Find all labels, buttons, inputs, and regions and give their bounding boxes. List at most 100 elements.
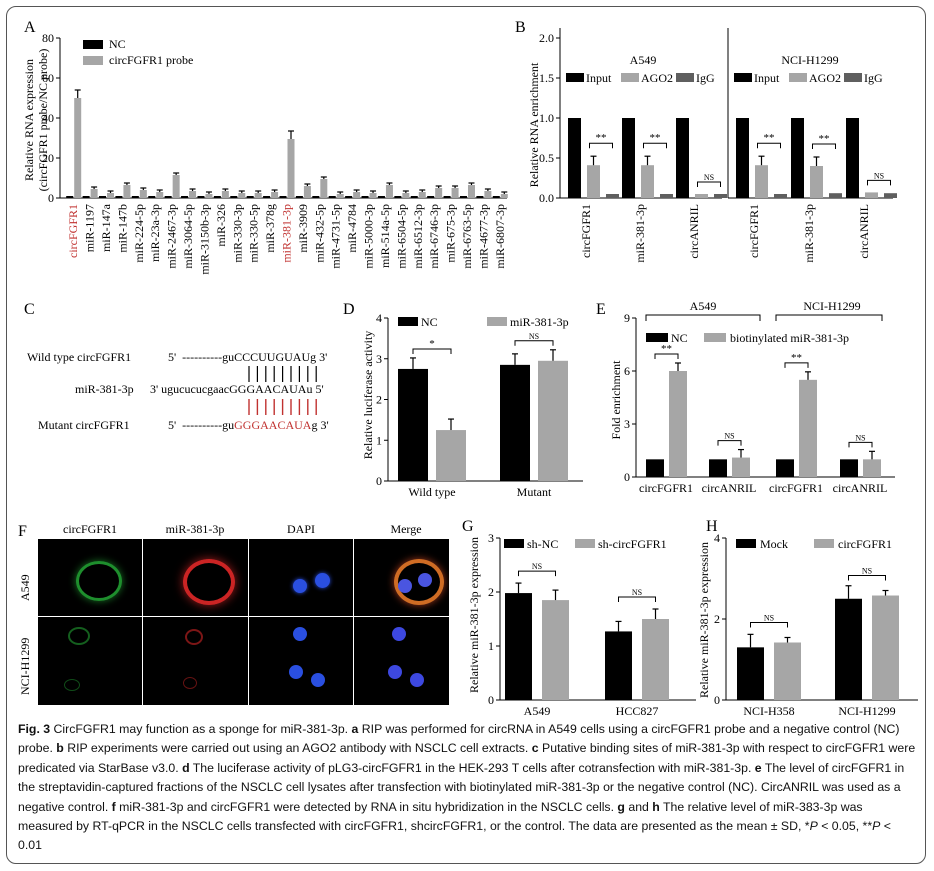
caption-key-a: a [351,722,359,736]
bar-e-nc [709,459,727,477]
bar-d-nc [398,368,428,481]
bar-a-nc [312,196,320,198]
caption-key-g: g [617,799,625,814]
bar-h-mock [835,598,862,700]
legend-swatch-b [566,73,584,82]
panel-letter-b: B [515,19,526,36]
legend-label-mock: Mock [760,537,788,551]
bar-g-shcirc [542,600,569,700]
tick-label-b: circFGFR1 [747,204,761,258]
sig-e-label: ** [661,343,672,355]
row-label-h1299: NCI-H1299 [18,637,32,695]
legend-swatch-nc-e [646,333,668,342]
panel-a-ytick-label: 80 [42,31,54,45]
panel-e-group-h1299: NCI-H1299 [803,299,860,313]
bar-b [568,118,581,198]
legend-label-nc-d: NC [421,315,438,329]
tick-label-a: miR-6512-3p [411,204,425,269]
tick-label-a: miR-3909 [296,204,310,253]
bar-a-probe [205,194,213,198]
mut-pairing-lines [248,399,317,415]
legend-swatch-biotin-e [704,333,726,342]
micrograph-h1299-mir381 [143,617,248,705]
bar-a-nc [361,196,369,198]
tick-label-a: miR-6746-3p [427,204,441,269]
panel-g-ytick-label: 1 [488,639,494,653]
tick-label-e: circFGFR1 [769,481,823,495]
legend-label-shnc: sh-NC [527,537,558,551]
bar-a-probe [74,98,82,198]
bar-a-nc [345,196,353,198]
sig-b-bracket [643,142,667,149]
tick-label-a: miR-3064-5p [181,204,195,269]
bar-a-nc [492,196,500,198]
panel-a-ylabel-1: Relative RNA expression [22,59,36,181]
panel-letter-g: G [462,518,474,535]
panel-g-ytick-label: 0 [488,693,494,707]
row-label-a549: A549 [18,574,32,601]
sig-e-bracket [848,441,873,448]
bar-a-nc [263,196,271,198]
legend-swatch-circfgfr1-h [814,539,834,548]
tick-label-a: miR-6763-5p [460,204,474,269]
tick-label-a: miR-432-5p [312,204,326,263]
micrograph-a549-circfgfr1 [38,539,142,616]
legend-swatch-mock [736,539,756,548]
bar-a-probe [320,179,328,198]
sig-b-label: ** [596,132,607,144]
panel-g-ytick-label: 2 [488,585,494,599]
tick-label-a: miR-330-3p [230,204,244,263]
micrograph-h1299-circfgfr1 [38,617,142,705]
bar-a-probe [451,188,459,198]
sig-b-label: ** [819,133,830,145]
bar-a-nc [279,196,287,198]
panel-e-ytick-label: 9 [624,311,630,325]
panel-e-ytick-label: 3 [624,417,630,431]
micrograph-a549-dapi [249,539,353,616]
legend-label-nc-e: NC [671,331,688,345]
tick-label-e: circANRIL [702,481,757,495]
bar-b [695,194,708,198]
bar-b [622,118,635,198]
tick-label-a: miR-4731-5p [329,204,343,269]
bar-d-mir [436,430,466,481]
sig-b-bracket [589,142,613,149]
legend-label-circfgfr1-h: circFGFR1 [838,537,892,551]
bar-a-nc [230,196,238,198]
wt-label: Wild type circFGFR1 [27,350,131,364]
bar-a-probe [287,139,295,198]
panel-e-bracket-a549 [645,314,761,321]
panel-h-ytick-label: 2 [714,612,720,626]
legend-label-biotin-e: biotinylated miR-381-3p [730,331,849,345]
bar-a-probe [156,192,164,198]
panel-e: E Fold enrichment A549 NCI-H1299 NC biot… [596,299,883,439]
mut-label: Mutant circFGFR1 [38,418,130,432]
tick-label-a: miR-381-3p [280,204,294,263]
bar-e-nc [840,459,858,477]
bar-a-nc [164,196,172,198]
panel-g-ylabel: Relative miR-381-3p expression [467,537,481,693]
bar-a-nc [66,196,74,198]
legend-swatch-shcirc [575,539,595,548]
tick-label-a: miR-4677-3p [476,204,490,269]
bar-a-nc [410,196,418,198]
bar-a-nc [148,196,156,198]
bar-a-probe [139,190,147,198]
tick-label-a: miR-675-3p [444,204,458,263]
bar-a-nc [181,196,189,198]
bar-a-nc [476,196,484,198]
tick-label-g: A549 [524,704,551,718]
legend-swatch-circfgfr1-probe [83,56,103,65]
sig-d-bracket [412,348,452,354]
bar-a-probe [418,192,426,198]
panel-letter-c: C [24,301,35,318]
bar-d-mir [538,360,568,481]
micrograph-a549-mir381 [143,539,248,616]
bar-a-nc [443,196,451,198]
caption-text-5: The luciferase activity of pLG3-circFGFR… [189,760,755,775]
panel-e-group-a549: A549 [690,299,717,313]
bar-a-nc [377,196,385,198]
caption-p-2: P [872,819,881,834]
caption-key-b: b [56,741,64,756]
tick-label-a: circFGFR1 [66,204,80,258]
